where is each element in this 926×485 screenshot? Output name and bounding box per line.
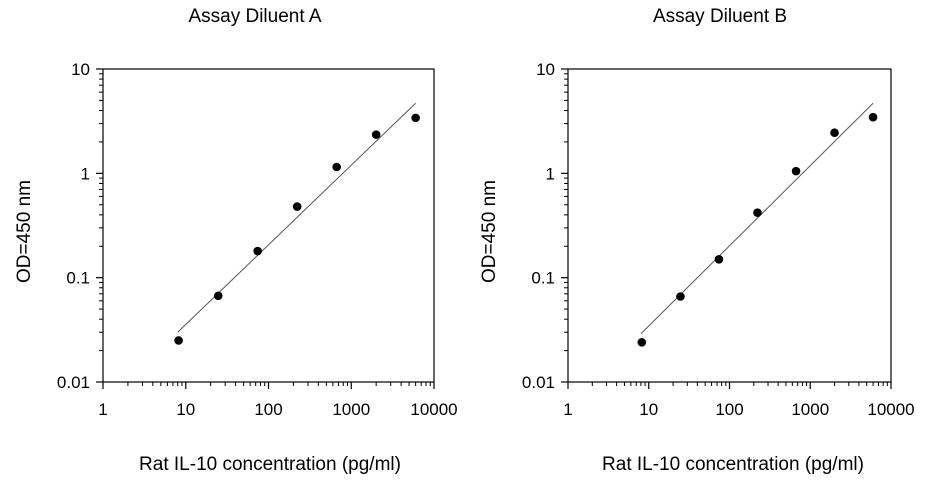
x-tick-label: 1000 <box>791 400 829 419</box>
chart-title: Assay Diluent A <box>188 6 321 27</box>
data-point <box>411 113 420 123</box>
data-point <box>868 112 878 122</box>
x-axis-label: Rat IL-10 concentration (pg/ml) <box>139 454 401 475</box>
data-point <box>371 130 381 139</box>
y-axis-label: OD=450 nm <box>479 180 500 283</box>
data-point <box>332 162 341 172</box>
y-tick-label: 0.01 <box>522 373 555 392</box>
fit-line <box>640 102 874 335</box>
y-tick-label: 0.1 <box>66 269 90 288</box>
y-tick-label: 1 <box>546 164 555 183</box>
y-tick-label: 0.01 <box>57 373 90 392</box>
y-axis-label: OD=450 nm <box>14 180 35 283</box>
y-tick-label: 1 <box>81 164 90 183</box>
y-tick-label: 0.1 <box>531 269 555 288</box>
x-tick-label: 1 <box>98 400 107 419</box>
data-point <box>174 336 183 345</box>
data-point <box>253 246 262 256</box>
x-axis-label: Rat IL-10 concentration (pg/ml) <box>602 454 864 475</box>
plot-frame <box>567 68 892 383</box>
chart-panel-b: Assay Diluent B 0.01 0.1 1 10 1 10 100 1000 10000… <box>479 6 915 475</box>
x-tick-label: 1 <box>563 400 572 419</box>
data-point <box>637 338 647 347</box>
data-point <box>791 166 801 176</box>
data-point <box>830 128 839 138</box>
x-tick-label: 10000 <box>867 400 914 419</box>
x-tick-label: 100 <box>715 400 743 419</box>
chart-title: Assay Diluent B <box>653 6 787 27</box>
x-tick-label: 10 <box>639 400 658 419</box>
y-tick-label: 10 <box>536 60 555 79</box>
x-tick-label: 10 <box>176 400 195 419</box>
plot-frame <box>102 68 435 383</box>
data-point <box>676 292 685 301</box>
data-point <box>714 254 724 264</box>
x-tick-label: 1000 <box>332 400 370 419</box>
fit-line <box>177 102 416 333</box>
data-point <box>292 202 302 211</box>
y-tick-label: 10 <box>71 60 90 79</box>
data-point <box>213 291 223 301</box>
x-tick-label: 10000 <box>410 400 457 419</box>
data-point <box>753 208 762 217</box>
chart-panel-a: Assay Diluent A 0.01 0.1 1 10 1 10 100 1000 10000… <box>14 6 458 475</box>
x-tick-label: 100 <box>254 400 282 419</box>
